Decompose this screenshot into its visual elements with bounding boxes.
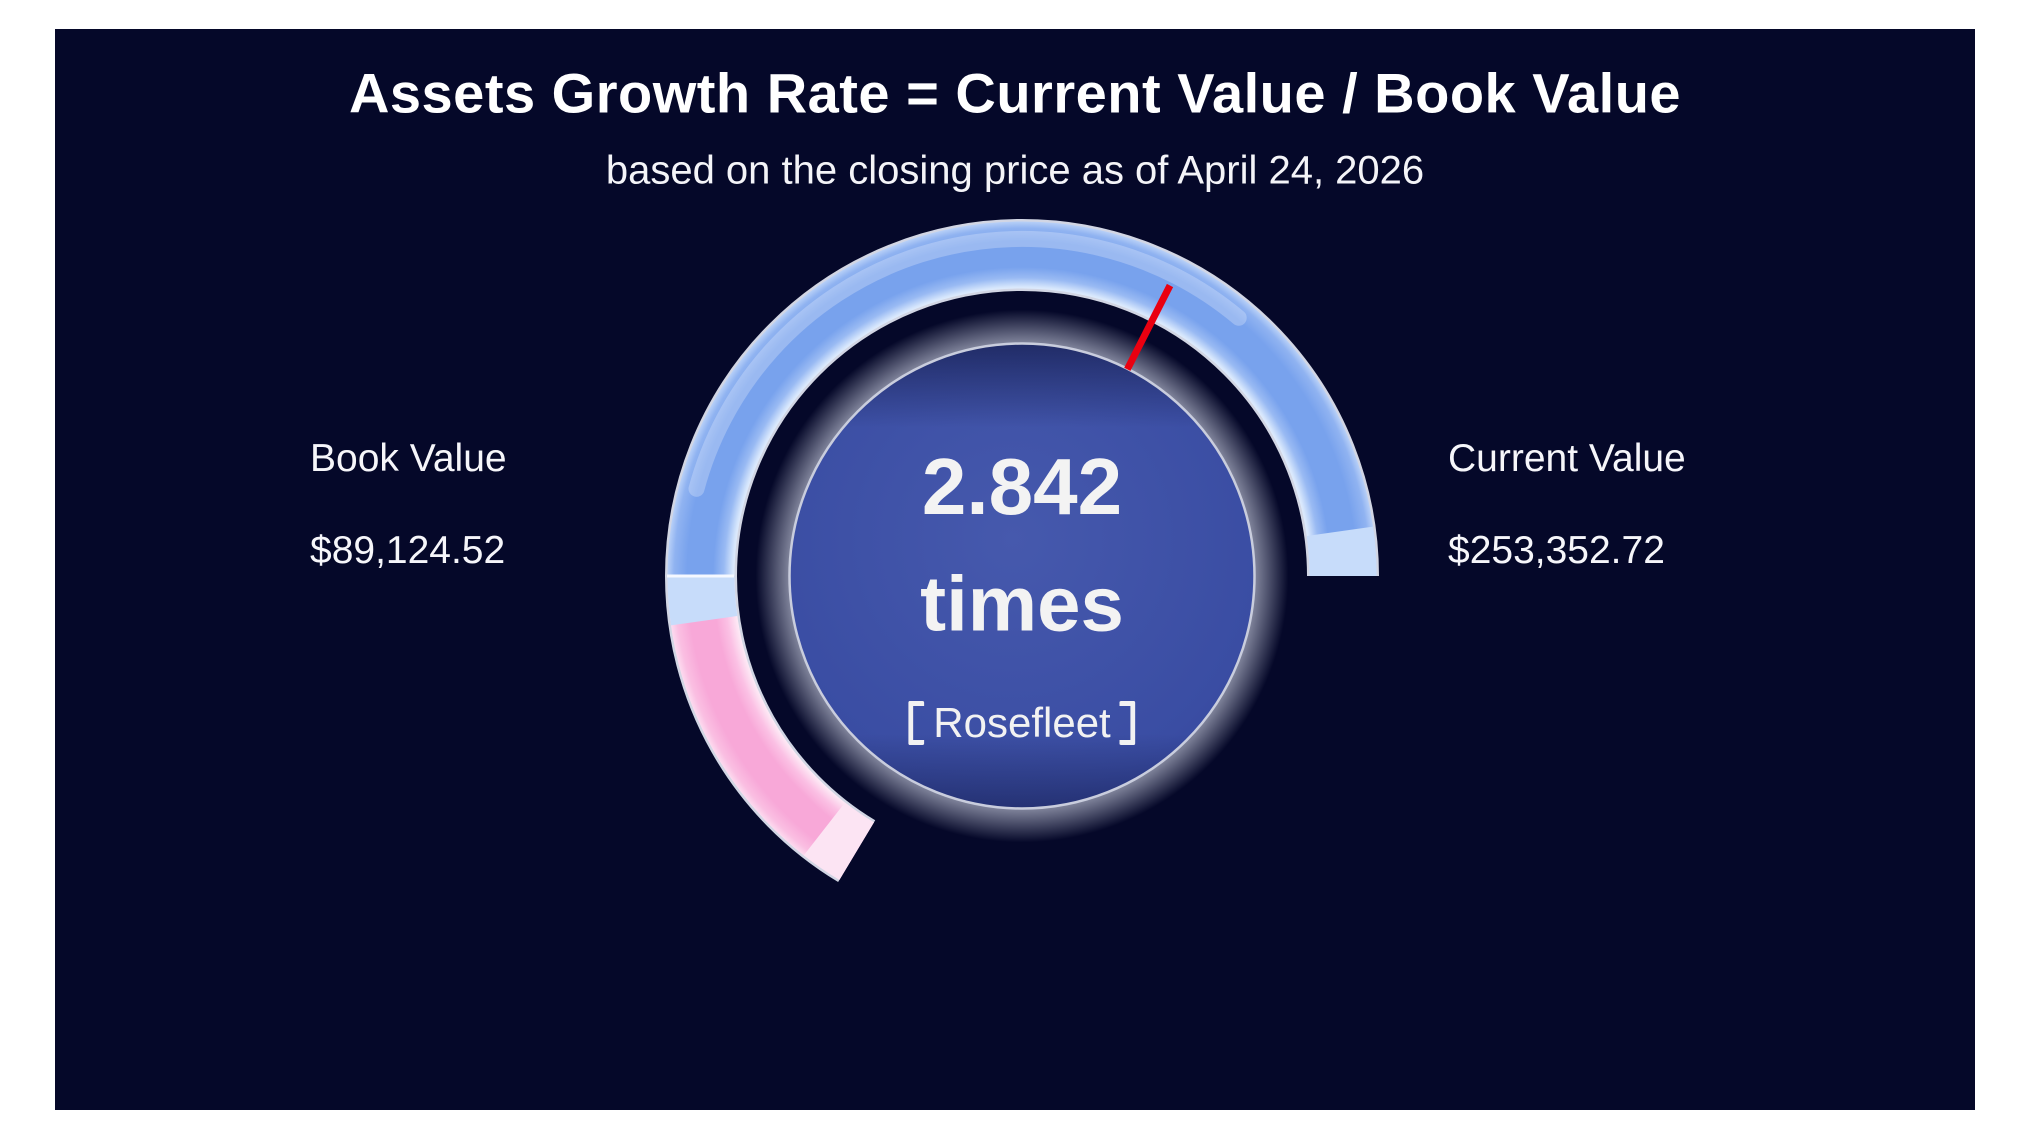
book-value-stat: Book Value $89,124.52 [310, 435, 507, 574]
current-value-label: Current Value [1448, 437, 1686, 480]
pink-end-bevel [803, 802, 875, 880]
book-value-amount: $89,124.52 [310, 529, 506, 572]
lenticular-bracket-left-icon [908, 701, 925, 745]
chart-subtitle: based on the closing price as of April 2… [605, 148, 1425, 193]
blue-end-bevel [1306, 526, 1377, 577]
current-value-arc-segment [667, 221, 1377, 577]
arc-sheen-highlight [688, 230, 1247, 497]
current-value-stat: Current Value $253,352.72 [1448, 435, 1686, 574]
chart-title: Assets Growth Rate = Current Value / Boo… [348, 61, 1682, 125]
gauge-needle [1124, 283, 1174, 371]
company-name: Rosefleet [933, 699, 1111, 746]
ratio-value: 2.842 [921, 442, 1123, 531]
blue-start-bevel [667, 575, 738, 626]
disc-rim [788, 342, 1256, 810]
company-label: Rosefleet [908, 699, 1136, 747]
chart-panel: Assets Growth Rate = Current Value / Boo… [55, 29, 1975, 1110]
book-value-label: Book Value [310, 437, 507, 480]
disc-inner-shading [790, 344, 1254, 808]
lenticular-bracket-right-icon [1119, 701, 1136, 745]
gauge-chart [652, 206, 1392, 946]
book-value-arc-segment [667, 575, 875, 880]
ratio-unit: times [920, 559, 1124, 648]
current-value-amount: $253,352.72 [1448, 529, 1665, 572]
